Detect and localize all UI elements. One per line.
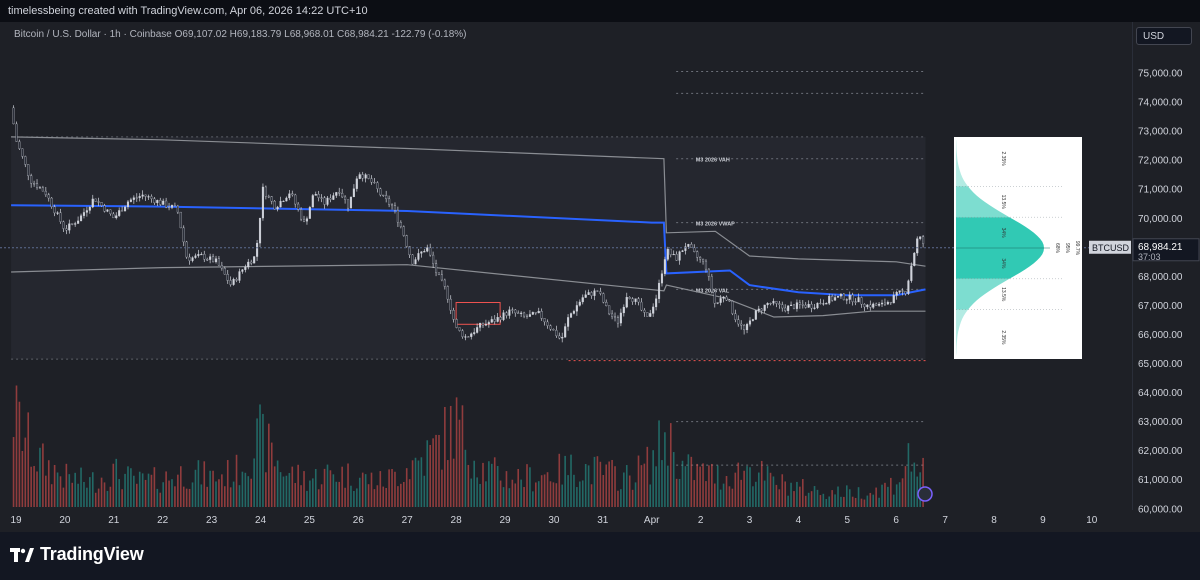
time-axis[interactable] [0, 510, 1200, 532]
legend-text: Bitcoin / U.S. Dollar · 1h · Coinbase O6… [14, 29, 467, 40]
chart-caption: timelessbeing created with TradingView.c… [8, 5, 368, 17]
chart-pane[interactable] [0, 22, 1132, 510]
brand-name: TradingView [40, 544, 144, 564]
symbol-legend[interactable]: Bitcoin / U.S. Dollar · 1h · Coinbase O6… [14, 29, 467, 40]
tradingview-logo[interactable]: TradingView [10, 544, 144, 565]
tradingview-logo-icon [10, 547, 34, 562]
price-axis[interactable] [1132, 22, 1200, 510]
chart-caption-bar: timelessbeing created with TradingView.c… [0, 0, 1200, 22]
footer [0, 532, 1200, 580]
currency-selector[interactable]: USD [1136, 27, 1192, 45]
currency-label: USD [1143, 31, 1165, 42]
